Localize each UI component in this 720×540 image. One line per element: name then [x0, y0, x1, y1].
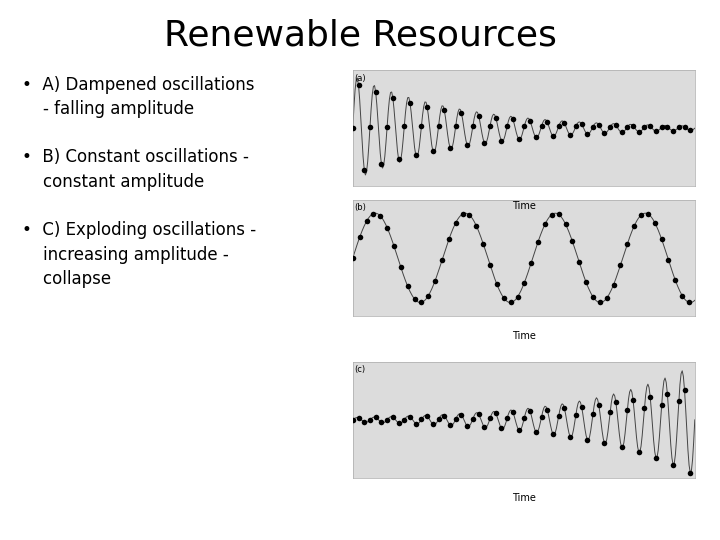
Text: (a): (a)	[354, 73, 366, 83]
Text: Time: Time	[512, 201, 536, 212]
Text: •  A) Dampened oscillations
    - falling amplitude

•  B) Constant oscillations: • A) Dampened oscillations - falling amp…	[22, 76, 256, 288]
Text: (c): (c)	[354, 365, 366, 374]
Text: Time: Time	[512, 331, 536, 341]
Text: Time: Time	[512, 493, 536, 503]
Text: (b): (b)	[354, 203, 366, 212]
Text: Renewable Resources: Renewable Resources	[163, 18, 557, 52]
